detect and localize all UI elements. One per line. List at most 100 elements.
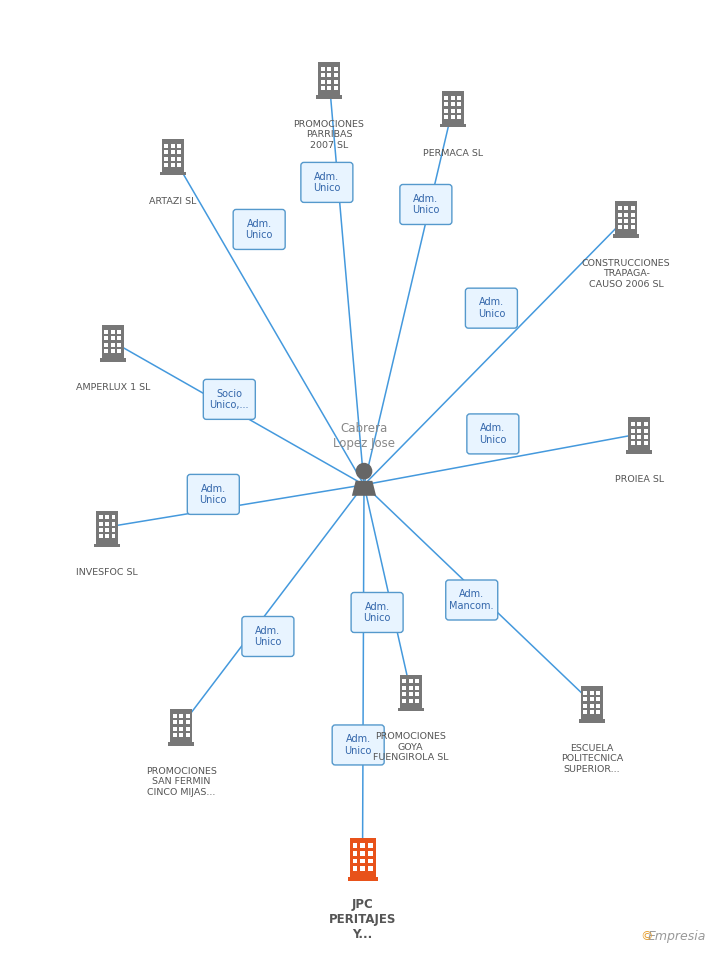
Bar: [352, 844, 357, 848]
FancyBboxPatch shape: [351, 592, 403, 633]
Bar: [98, 516, 103, 519]
Bar: [457, 96, 462, 100]
Bar: [170, 709, 192, 742]
Bar: [451, 115, 455, 119]
Bar: [168, 742, 194, 746]
Bar: [111, 336, 115, 341]
Circle shape: [356, 463, 372, 480]
Bar: [111, 343, 115, 347]
Bar: [630, 435, 635, 439]
Bar: [368, 858, 373, 863]
Bar: [105, 535, 109, 539]
Bar: [320, 73, 325, 78]
Bar: [368, 851, 373, 855]
Bar: [583, 704, 587, 708]
Bar: [98, 528, 103, 532]
Bar: [173, 720, 177, 725]
Text: ©: ©: [641, 929, 653, 943]
Text: PERMACA SL: PERMACA SL: [423, 149, 483, 157]
Text: PROMOCIONES
GOYA
FUENGIROLA SL: PROMOCIONES GOYA FUENGIROLA SL: [373, 732, 448, 762]
Bar: [624, 219, 628, 223]
Bar: [173, 727, 177, 731]
Bar: [186, 727, 190, 731]
Bar: [624, 212, 628, 217]
FancyBboxPatch shape: [465, 288, 518, 328]
Bar: [630, 206, 635, 210]
Text: PROMOCIONES
SAN FERMIN
CINCO MIJAS...: PROMOCIONES SAN FERMIN CINCO MIJAS...: [146, 767, 217, 797]
Text: Adm.
Mancom.: Adm. Mancom.: [449, 589, 494, 611]
Bar: [415, 685, 419, 690]
Bar: [440, 124, 466, 128]
Bar: [590, 704, 594, 708]
Bar: [177, 156, 181, 160]
Text: Empresia: Empresia: [648, 929, 706, 943]
Bar: [451, 102, 455, 107]
Bar: [360, 866, 365, 871]
Text: Adm.
Unico: Adm. Unico: [344, 734, 372, 756]
Bar: [415, 692, 419, 696]
Bar: [349, 838, 376, 876]
Bar: [579, 719, 605, 723]
Text: Adm.
Unico: Adm. Unico: [254, 626, 282, 647]
Bar: [102, 325, 124, 358]
Bar: [320, 67, 325, 71]
Bar: [173, 733, 177, 737]
Bar: [637, 428, 641, 433]
Text: JPC
PERITAJES
Y...: JPC PERITAJES Y...: [329, 899, 396, 941]
Bar: [644, 442, 648, 445]
Bar: [630, 212, 635, 217]
Bar: [444, 102, 448, 107]
Bar: [444, 108, 448, 112]
Bar: [104, 343, 108, 347]
Bar: [117, 349, 122, 353]
Bar: [170, 144, 175, 148]
Bar: [408, 699, 413, 703]
Bar: [617, 226, 622, 229]
Bar: [408, 685, 413, 690]
Bar: [327, 80, 331, 84]
Bar: [360, 844, 365, 848]
Bar: [327, 67, 331, 71]
Bar: [98, 521, 103, 526]
Bar: [457, 115, 462, 119]
Text: Socio
Unico,...: Socio Unico,...: [210, 389, 249, 410]
Bar: [94, 543, 120, 547]
Bar: [333, 86, 338, 90]
Bar: [617, 219, 622, 223]
Bar: [442, 91, 464, 124]
FancyBboxPatch shape: [233, 209, 285, 250]
Bar: [179, 733, 183, 737]
Bar: [352, 866, 357, 871]
Text: Adm.
Unico: Adm. Unico: [412, 194, 440, 215]
Bar: [98, 535, 103, 539]
Bar: [590, 697, 594, 702]
Bar: [333, 67, 338, 71]
Bar: [644, 422, 648, 426]
Bar: [170, 150, 175, 155]
Text: PROMOCIONES
PARRIBAS
2007 SL: PROMOCIONES PARRIBAS 2007 SL: [293, 120, 365, 150]
Bar: [164, 163, 168, 167]
Bar: [624, 206, 628, 210]
Bar: [179, 727, 183, 731]
Bar: [164, 156, 168, 160]
Bar: [352, 851, 357, 855]
Bar: [100, 358, 126, 362]
Bar: [581, 686, 603, 719]
Text: ESCUELA
POLITECNICA
SUPERIOR...: ESCUELA POLITECNICA SUPERIOR...: [561, 744, 623, 774]
Bar: [352, 858, 357, 863]
FancyBboxPatch shape: [203, 379, 256, 420]
Bar: [583, 691, 587, 695]
FancyBboxPatch shape: [332, 725, 384, 765]
Bar: [400, 675, 422, 708]
Bar: [177, 150, 181, 155]
Text: Adm.
Unico: Adm. Unico: [313, 172, 341, 193]
Bar: [451, 108, 455, 112]
Text: Cabrera
Lopez Jose: Cabrera Lopez Jose: [333, 421, 395, 450]
Bar: [624, 226, 628, 229]
Bar: [613, 234, 639, 238]
Bar: [327, 73, 331, 78]
FancyBboxPatch shape: [301, 162, 353, 203]
Text: Adm.
Unico: Adm. Unico: [245, 219, 273, 240]
Bar: [617, 212, 622, 217]
Bar: [583, 697, 587, 702]
